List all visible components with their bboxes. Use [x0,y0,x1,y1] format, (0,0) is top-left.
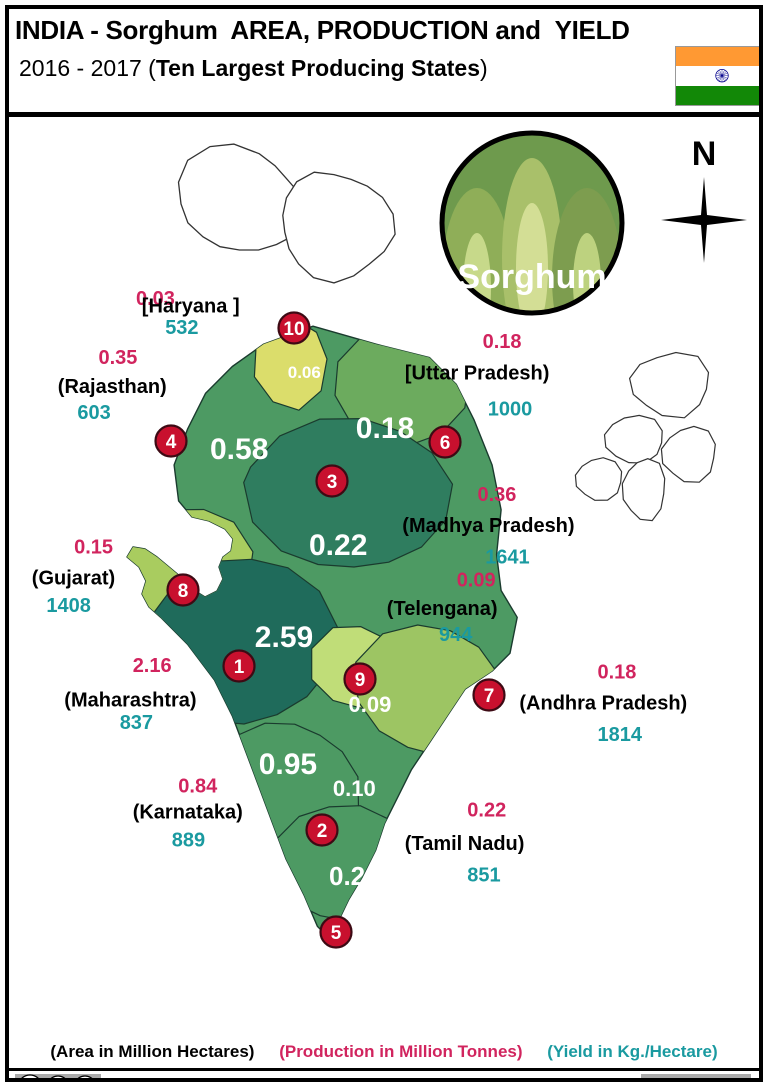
svg-text:9: 9 [355,670,366,691]
svg-text:2.16: 2.16 [133,655,172,677]
svg-text:0.18: 0.18 [356,412,414,445]
svg-text:5: 5 [331,923,342,944]
svg-text:0.58: 0.58 [210,433,268,466]
svg-text:(Telengana): (Telengana) [387,598,498,620]
svg-text:(Maharashtra): (Maharashtra) [64,689,196,711]
svg-text:(Tamil Nadu): (Tamil Nadu) [405,833,525,855]
svg-text:(Karnataka): (Karnataka) [133,802,243,824]
svg-text:1408: 1408 [46,595,91,617]
svg-text:[Haryana ]: [Haryana ] [142,296,240,318]
svg-text:1000: 1000 [488,399,533,421]
svg-text:532: 532 [165,317,198,339]
svg-text:2.59: 2.59 [255,621,313,654]
svg-text:[Uttar Pradesh): [Uttar Pradesh) [405,362,549,384]
svg-text:1641: 1641 [485,546,530,568]
svg-text:0.36: 0.36 [478,484,517,506]
svg-text:(Andhra Pradesh): (Andhra Pradesh) [519,693,687,715]
svg-text:0.95: 0.95 [259,748,317,781]
svg-text:0.22: 0.22 [467,799,506,821]
svg-text:Sorghum: Sorghum [457,258,606,296]
svg-text:10: 10 [283,319,304,340]
svg-text:7: 7 [484,686,495,707]
svg-text:837: 837 [120,712,153,734]
svg-text:0.15: 0.15 [74,536,113,558]
svg-text:cc: cc [23,1081,37,1082]
svg-text:0.35: 0.35 [99,347,138,369]
svg-text:8: 8 [178,581,189,602]
svg-text:944: 944 [439,624,473,646]
svg-text:603: 603 [77,402,110,424]
svg-text:4: 4 [166,432,177,453]
svg-text:0.10: 0.10 [333,776,376,801]
svg-text:889: 889 [172,829,205,851]
svg-text:0.09: 0.09 [457,570,496,592]
svg-text:0.06: 0.06 [288,363,321,382]
svg-text:0.22: 0.22 [309,529,367,562]
svg-text:0.09: 0.09 [348,692,391,717]
svg-text:0.26: 0.26 [329,861,380,891]
svg-text:0.18: 0.18 [483,331,522,353]
svg-text:851: 851 [467,865,500,887]
svg-text:0.10: 0.10 [159,523,210,553]
svg-text:0.84: 0.84 [178,776,218,798]
svg-text:(Rajasthan): (Rajasthan) [58,376,167,398]
svg-text:3: 3 [327,472,338,493]
svg-text:(Gujarat): (Gujarat) [32,567,115,589]
svg-text:1814: 1814 [598,724,643,746]
svg-text:2: 2 [317,821,328,842]
svg-text:1: 1 [234,657,245,678]
svg-text:0.18: 0.18 [598,661,637,683]
svg-text:6: 6 [440,433,451,454]
svg-text:(Madhya Pradesh): (Madhya Pradesh) [402,515,574,537]
